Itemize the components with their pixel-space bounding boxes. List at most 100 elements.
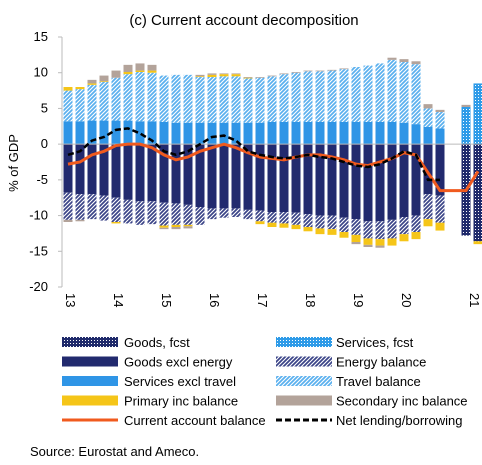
bar-segment <box>196 76 205 77</box>
bar-segment <box>76 89 85 121</box>
bar-segment <box>184 225 193 226</box>
legend-swatch <box>276 396 332 406</box>
bar-segment <box>232 76 241 122</box>
bar-segment <box>124 74 133 120</box>
bar-segment <box>328 229 337 235</box>
bar-segment <box>376 122 385 144</box>
y-tick-label: -10 <box>29 208 48 223</box>
bar-segment <box>64 91 73 122</box>
bar-segment <box>268 76 277 77</box>
bar-segment <box>412 61 421 64</box>
chart-title: (c) Current account decomposition <box>129 12 358 29</box>
bar-segment <box>328 216 337 230</box>
bar-segment <box>184 123 193 144</box>
bar-segment <box>364 245 373 247</box>
bar-segment <box>400 59 409 62</box>
bar-segment <box>328 70 337 71</box>
bar-segment <box>112 71 121 78</box>
bar-segment <box>316 71 325 122</box>
bar-segment <box>462 105 471 107</box>
bar-segment <box>376 246 385 248</box>
bar-segment <box>474 241 482 244</box>
y-tick-label: 10 <box>34 65 48 80</box>
bar-segment <box>292 225 301 229</box>
bar-segment <box>172 75 181 123</box>
bar-segment <box>136 71 145 72</box>
bar-segment <box>376 63 385 122</box>
bar-segment <box>280 74 289 122</box>
bar-segment <box>328 71 337 122</box>
bar-segment <box>220 123 229 144</box>
bar-segment <box>184 75 193 123</box>
x-tick-label: 19 <box>351 293 366 307</box>
bar-segment <box>376 221 385 239</box>
bar-segment <box>436 128 445 144</box>
bar-segment <box>88 83 97 84</box>
bar-segment <box>352 67 361 122</box>
bar-segment <box>436 196 445 223</box>
legend-label: Services, fcst <box>336 335 414 350</box>
legend-swatch <box>62 396 118 406</box>
bar-segment <box>424 194 433 219</box>
bar-segment <box>268 144 277 212</box>
bar-segment <box>304 214 313 227</box>
bar-segment <box>148 71 157 73</box>
x-tick-label: 15 <box>159 293 174 307</box>
bar-segment <box>424 127 433 144</box>
bar-segment <box>424 219 433 226</box>
bar-segment <box>244 123 253 144</box>
bar-segment <box>340 144 349 218</box>
bar-segment <box>340 69 349 122</box>
bar-segment <box>364 122 373 144</box>
bar-segment <box>196 77 205 123</box>
bar-segment <box>292 72 301 73</box>
bar-segment <box>256 221 265 224</box>
y-tick-label: -20 <box>29 279 48 294</box>
bar-segment <box>304 122 313 144</box>
bar-segment <box>474 83 482 144</box>
y-tick-label: 0 <box>41 136 48 151</box>
bar-segment <box>256 78 265 123</box>
bar-segment <box>76 220 85 221</box>
bar-segment <box>340 218 349 232</box>
bar-segment <box>76 121 85 144</box>
bar-segment <box>208 208 217 219</box>
bar-segment <box>184 205 193 225</box>
legend-label: Net lending/borrowing <box>336 413 462 428</box>
bar-segment <box>232 208 241 217</box>
bar-segment <box>76 194 85 220</box>
bar-segment <box>316 122 325 144</box>
bar-segment <box>160 226 169 228</box>
bar-segment <box>256 77 265 78</box>
bar-segment <box>112 198 121 222</box>
bar-segment <box>280 73 289 74</box>
legend-label: Energy balance <box>336 355 426 370</box>
bar-segment <box>364 221 373 238</box>
bar-segment <box>352 219 361 235</box>
bar-segment <box>100 121 109 145</box>
x-tick-label: 16 <box>207 293 222 307</box>
bar-segment <box>292 144 301 213</box>
legend-swatch <box>276 337 332 347</box>
bar-segment <box>328 144 337 215</box>
bar-segment <box>136 144 145 201</box>
bar-segment <box>124 72 133 74</box>
legend-swatch <box>62 357 118 367</box>
bar-segment <box>88 144 97 194</box>
bar-segment <box>220 144 229 208</box>
x-tick-label: 13 <box>63 293 78 307</box>
bar-segment <box>412 232 421 239</box>
x-tick-label: 18 <box>303 293 318 307</box>
bar-segment <box>160 228 169 229</box>
bar-segment <box>400 62 409 123</box>
bar-segment <box>280 122 289 144</box>
bar-segment <box>244 210 253 219</box>
bar-segment <box>268 212 277 223</box>
bar-segment <box>160 76 169 122</box>
bar-segment <box>462 107 471 144</box>
bar-segment <box>124 200 133 224</box>
bar-segment <box>232 73 241 74</box>
bar-segment <box>340 232 349 238</box>
x-tick-label: 20 <box>399 293 414 307</box>
bar-segment <box>280 144 289 212</box>
